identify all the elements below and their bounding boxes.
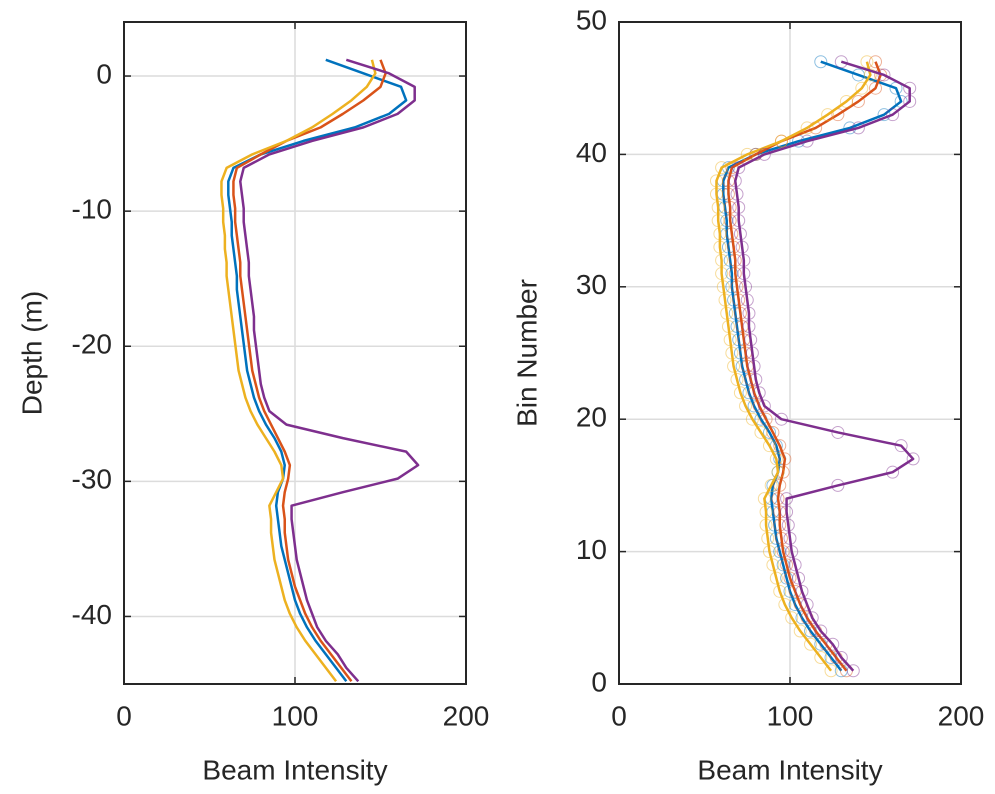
marker bbox=[800, 598, 814, 612]
marker bbox=[814, 651, 828, 665]
marker bbox=[774, 134, 788, 148]
marker bbox=[740, 147, 754, 161]
series-line bbox=[715, 61, 872, 672]
marker bbox=[869, 55, 882, 69]
marker bbox=[863, 68, 877, 82]
y-tick-label: 20 bbox=[576, 402, 607, 433]
marker bbox=[769, 571, 783, 585]
marker bbox=[730, 372, 744, 386]
marker bbox=[834, 55, 848, 69]
marker bbox=[886, 465, 900, 479]
marker bbox=[855, 81, 869, 95]
marker bbox=[795, 584, 809, 598]
marker bbox=[773, 439, 787, 453]
x-tick-label: 100 bbox=[272, 700, 319, 731]
marker bbox=[773, 584, 787, 598]
y-tick-label: -10 bbox=[72, 194, 112, 225]
y-tick-label: -30 bbox=[72, 464, 112, 495]
marker bbox=[745, 412, 759, 426]
marker bbox=[831, 478, 845, 492]
y-tick-label: -40 bbox=[72, 599, 112, 630]
marker bbox=[804, 637, 818, 651]
series-line bbox=[239, 58, 420, 683]
marker bbox=[800, 134, 814, 148]
marker bbox=[780, 571, 794, 585]
marker bbox=[886, 108, 900, 122]
series-line bbox=[727, 61, 882, 672]
series-line bbox=[220, 59, 377, 683]
marker bbox=[839, 94, 853, 108]
y-axis-label: Bin Number bbox=[511, 279, 542, 427]
marker bbox=[754, 425, 768, 439]
marker bbox=[834, 651, 848, 665]
marker bbox=[757, 147, 771, 161]
marker bbox=[851, 121, 865, 135]
marker bbox=[788, 558, 802, 572]
marker bbox=[814, 55, 828, 69]
marker bbox=[851, 94, 865, 108]
series-line bbox=[734, 60, 915, 672]
marker bbox=[846, 664, 860, 678]
marker bbox=[774, 412, 788, 426]
marker bbox=[739, 399, 753, 413]
x-axis-label: Beam Intensity bbox=[202, 754, 387, 785]
marker bbox=[776, 558, 790, 572]
marker bbox=[764, 478, 778, 492]
marker bbox=[800, 121, 814, 135]
y-axis-label: Depth (m) bbox=[16, 291, 47, 415]
marker bbox=[759, 412, 773, 426]
marker bbox=[773, 545, 787, 559]
marker bbox=[851, 68, 865, 82]
marker bbox=[778, 598, 792, 612]
marker bbox=[824, 664, 838, 678]
marker bbox=[805, 611, 819, 625]
marker bbox=[906, 452, 920, 466]
x-tick-label: 200 bbox=[938, 700, 985, 731]
marker bbox=[821, 108, 835, 122]
marker bbox=[860, 55, 874, 69]
x-axis-label: Beam Intensity bbox=[697, 754, 882, 785]
y-tick-label: -20 bbox=[72, 329, 112, 360]
y-tick-label: 30 bbox=[576, 269, 607, 300]
y-tick-label: 50 bbox=[576, 4, 607, 35]
y-tick-label: 0 bbox=[591, 666, 607, 697]
y-tick-label: 40 bbox=[576, 137, 607, 168]
marker bbox=[732, 161, 746, 175]
x-tick-label: 0 bbox=[116, 700, 132, 731]
marker bbox=[877, 68, 891, 82]
marker bbox=[757, 399, 771, 413]
marker bbox=[869, 81, 882, 95]
x-tick-label: 0 bbox=[611, 700, 627, 731]
marker bbox=[766, 558, 780, 572]
marker bbox=[826, 637, 840, 651]
marker bbox=[783, 571, 797, 585]
marker bbox=[780, 558, 794, 572]
marker bbox=[762, 439, 776, 453]
x-tick-label: 100 bbox=[767, 700, 814, 731]
marker bbox=[752, 386, 766, 400]
marker bbox=[733, 386, 747, 400]
x-tick-label: 200 bbox=[443, 700, 490, 731]
marker bbox=[766, 425, 780, 439]
axes-box bbox=[618, 21, 962, 685]
marker bbox=[814, 624, 828, 638]
marker bbox=[715, 161, 729, 175]
series-line bbox=[232, 59, 387, 683]
axes-box bbox=[123, 21, 467, 685]
marker bbox=[774, 134, 788, 148]
marker bbox=[793, 624, 807, 638]
marker bbox=[792, 571, 806, 585]
y-tick-label: 0 bbox=[96, 58, 112, 89]
marker bbox=[785, 611, 799, 625]
y-tick-label: 10 bbox=[576, 534, 607, 565]
